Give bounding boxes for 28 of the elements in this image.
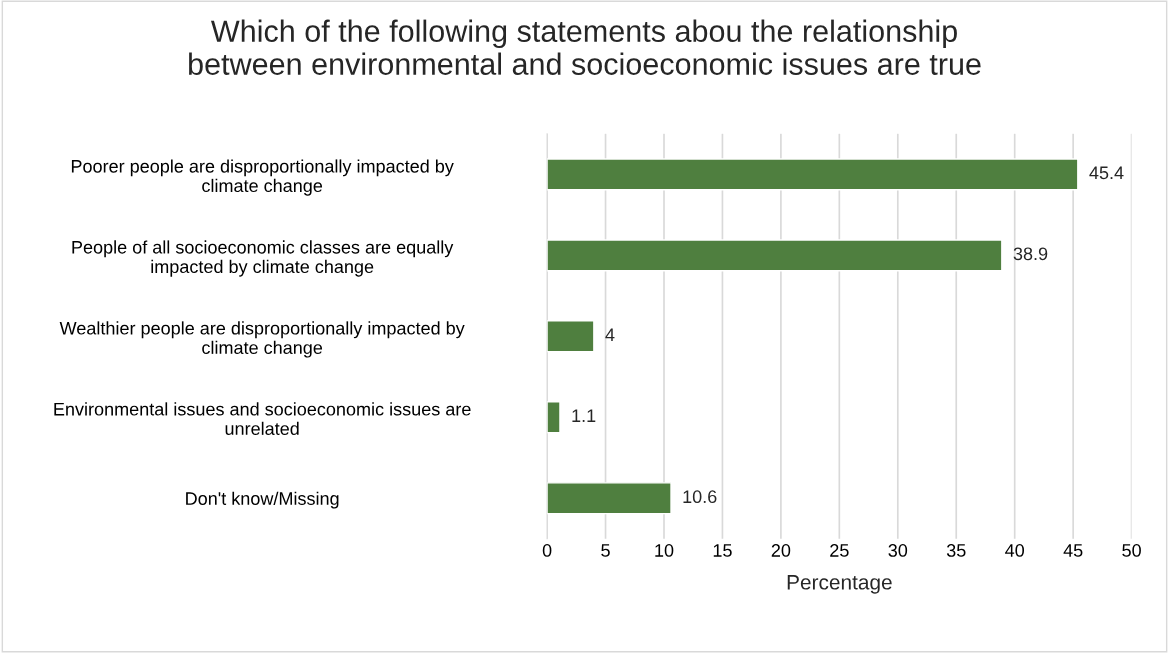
bar	[547, 239, 1003, 272]
data-label: 1.1	[572, 409, 596, 422]
x-tick-label: 45	[1063, 544, 1083, 557]
data-label: 38.9	[1013, 247, 1048, 261]
y-tick-label: People of all socioeconomic classes are equally impacted by climate change	[72, 240, 454, 277]
x-axis-title: Percentage	[787, 575, 892, 594]
chart-title: Which of the following statements abou the relationship between environmental and socioeconomic issues are true	[189, 19, 981, 75]
data-label: 45.4	[1089, 166, 1124, 180]
bar	[547, 401, 561, 434]
x-tick-label: 50	[1122, 544, 1141, 557]
x-tick-label: 40	[1005, 544, 1025, 557]
x-tick-label: 15	[713, 544, 732, 557]
data-label: 10.6	[683, 490, 717, 504]
x-tick-label: 5	[601, 544, 610, 557]
y-tick-label: Don't know/Missing	[186, 491, 339, 509]
bar	[547, 158, 1079, 191]
x-tick-label: 10	[655, 544, 674, 557]
x-tick-label: 20	[771, 544, 791, 557]
y-tick-label: Poorer people are disproportionally impacted by climate change	[71, 159, 454, 196]
data-label: 4	[605, 328, 615, 341]
y-tick-label: Environmental issues and socioeconomic issues are unrelated	[54, 402, 471, 436]
x-tick-label: 35	[946, 544, 966, 557]
bar	[547, 482, 672, 515]
x-tick-label: 30	[888, 544, 908, 557]
bar	[547, 320, 595, 353]
x-tick-label: 0	[542, 544, 552, 557]
x-tick-label: 25	[830, 544, 849, 557]
y-tick-label: Wealthier people are disproportionally impacted by climate change	[59, 321, 465, 358]
